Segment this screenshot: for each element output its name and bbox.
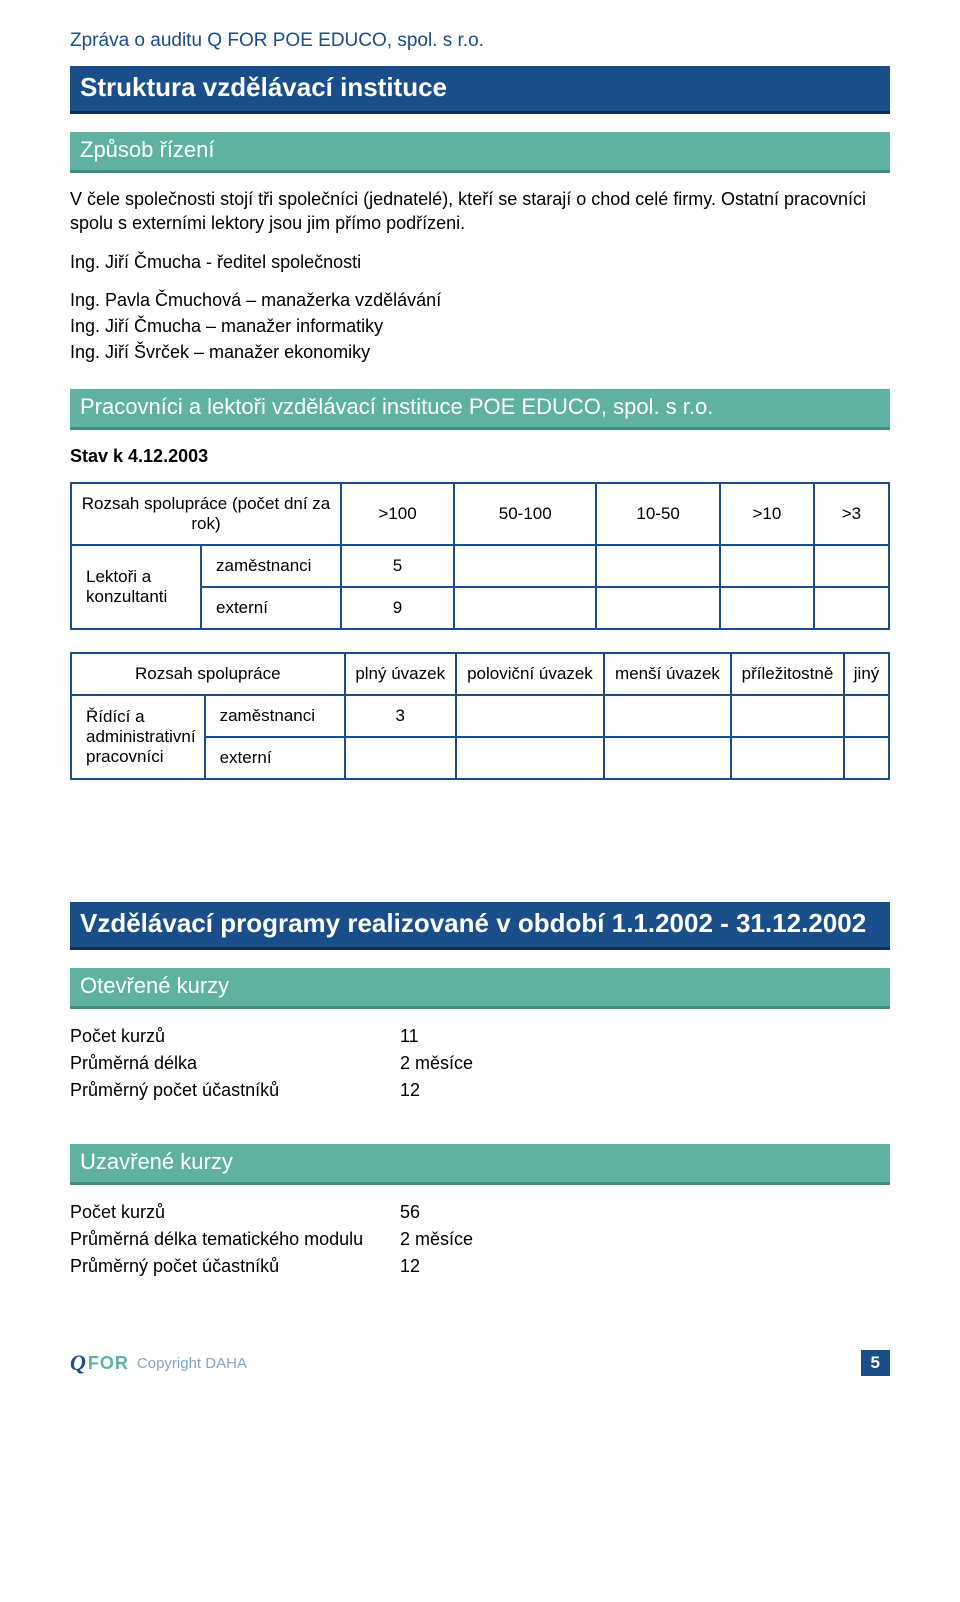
otv-k-1: Průměrná délka [70,1050,400,1077]
rizeni-intro: V čele společnosti stojí tři společníci … [70,187,890,236]
t1-col-1: 50-100 [454,483,596,545]
doc-header: Zpráva o auditu Q FOR POE EDUCO, spol. s… [70,30,890,52]
t1-rowgroup: Lektoři a konzultanti [71,545,201,629]
t2-col-0: plný úvazek [345,653,456,695]
logo-for: FOR [88,1353,129,1374]
t1-r0-v2 [596,545,719,587]
uzv-v-0: 56 [400,1199,420,1226]
t1-r1-v1 [454,587,596,629]
t2-r0-v1 [456,695,604,737]
t1-col-2: 10-50 [596,483,719,545]
rizeni-person-4: Ing. Jiří Švrček – manažer ekonomiky [70,340,890,364]
t1-r0-label: zaměstnanci [201,545,341,587]
subsection-zpusob-rizeni: Způsob řízení [70,132,890,173]
t2-col-4: jiný [844,653,889,695]
otv-v-0: 11 [400,1023,419,1050]
t2-r0-label: zaměstnanci [205,695,345,737]
otv-k-2: Průměrný počet účastníků [70,1077,400,1104]
t1-r1-v0: 9 [341,587,454,629]
t2-col-1: poloviční úvazek [456,653,604,695]
page-number: 5 [861,1350,890,1376]
subsection-otevrene: Otevřené kurzy [70,968,890,1009]
t2-r0-v2 [604,695,731,737]
page-footer: QFOR Copyright DAHA 5 [70,1350,890,1376]
t2-rowgroup: Řídící a administrativní pracovníci [71,695,205,779]
t1-col-0: >100 [341,483,454,545]
t2-col-2: menší úvazek [604,653,731,695]
t2-r1-v0 [345,737,456,779]
stav-date: Stav k 4.12.2003 [70,444,890,468]
t1-r0-v0: 5 [341,545,454,587]
otv-k-0: Počet kurzů [70,1023,400,1050]
t1-r0-v4 [814,545,889,587]
t1-col-4: >3 [814,483,889,545]
t2-head-rozsah: Rozsah spolupráce [71,653,345,695]
t2-r0-v0: 3 [345,695,456,737]
section-heading-struktura: Struktura vzdělávací instituce [70,66,890,114]
table-ridici: Rozsah spolupráce plný úvazek poloviční … [70,652,890,780]
rizeni-person-2: Ing. Pavla Čmuchová – manažerka vzdělává… [70,288,890,312]
otevrene-stats: Počet kurzů11 Průměrná délka2 měsíce Prů… [70,1023,890,1104]
t1-head-rozsah: Rozsah spolupráce (počet dní za rok) [71,483,341,545]
otv-v-2: 12 [400,1077,420,1104]
rizeni-person-3: Ing. Jiří Čmucha – manažer informatiky [70,314,890,338]
t1-r1-label: externí [201,587,341,629]
otv-v-1: 2 měsíce [400,1050,473,1077]
copyright-text: Copyright DAHA [137,1355,247,1372]
t2-r1-v4 [844,737,889,779]
t1-r1-v3 [720,587,814,629]
t2-r0-v4 [844,695,889,737]
subsection-uzavrene: Uzavřené kurzy [70,1144,890,1185]
table-lektori: Rozsah spolupráce (počet dní za rok) >10… [70,482,890,630]
uzv-k-0: Počet kurzů [70,1199,400,1226]
t2-col-3: příležitostně [731,653,844,695]
t1-r0-v1 [454,545,596,587]
t1-r1-v2 [596,587,719,629]
logo-q: Q [70,1350,86,1376]
t2-r1-v3 [731,737,844,779]
uzv-k-1: Průměrná délka tematického modulu [70,1226,400,1253]
uzavrene-stats: Počet kurzů56 Průměrná délka tematického… [70,1199,890,1280]
t1-col-3: >10 [720,483,814,545]
section-heading-programy: Vzdělávací programy realizované v období… [70,902,890,950]
qfor-logo-icon: QFOR [70,1350,129,1376]
t2-r1-v1 [456,737,604,779]
t1-r1-v4 [814,587,889,629]
t2-r0-v3 [731,695,844,737]
t2-r1-v2 [604,737,731,779]
t1-r0-v3 [720,545,814,587]
uzv-k-2: Průměrný počet účastníků [70,1253,400,1280]
subsection-pracovnici: Pracovníci a lektoři vzdělávací instituc… [70,389,890,430]
t2-r1-label: externí [205,737,345,779]
rizeni-person-1: Ing. Jiří Čmucha - ředitel společnosti [70,250,890,274]
uzv-v-1: 2 měsíce [400,1226,473,1253]
uzv-v-2: 12 [400,1253,420,1280]
